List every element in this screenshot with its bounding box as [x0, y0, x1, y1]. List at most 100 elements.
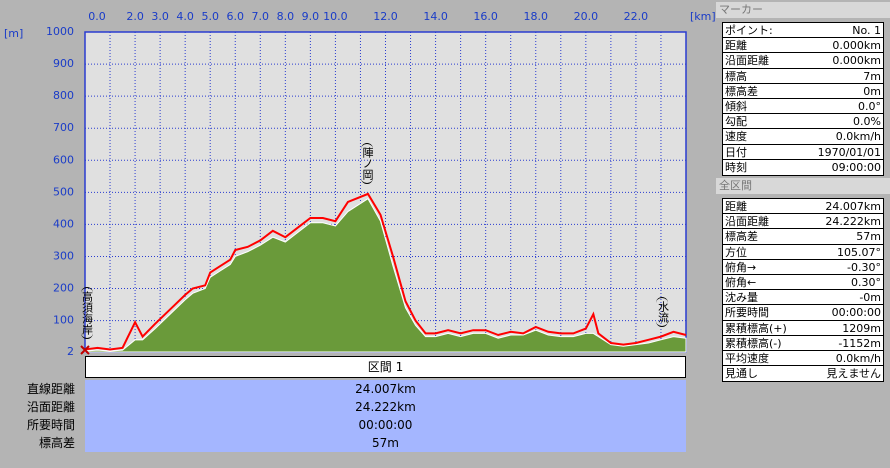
y-tick-label: 800 — [53, 89, 74, 102]
x-tick-label: 18.0 — [524, 10, 549, 23]
row-value: 7m — [863, 69, 881, 83]
row-label: 累積標高(-) — [725, 336, 782, 350]
section-rows — [85, 380, 686, 452]
section-label: 直線距離 — [26, 382, 75, 396]
row-value: 24.007km — [825, 200, 881, 213]
section-label: 所要時間 — [26, 418, 75, 432]
table-row: 俯角→ -0.30° — [723, 260, 883, 275]
x-tick-label: 14.0 — [423, 10, 448, 23]
table-row: 沿面距離 0.000km — [723, 53, 883, 69]
row-label: 日付 — [725, 145, 747, 159]
start-marker — [80, 345, 90, 355]
y-tick-label: 100 — [53, 314, 74, 327]
y-tick-label: 600 — [53, 153, 74, 166]
table-row: ポイント: No. 1 — [723, 23, 883, 39]
row-value: 0.30° — [851, 275, 881, 289]
row-value: 0.000km — [832, 39, 881, 53]
row-value: 09:00:00 — [831, 160, 881, 174]
row-label: 距離 — [725, 200, 747, 213]
table-row: 沈み量 -0m — [723, 290, 883, 306]
table-row: 俯角← 0.30° — [723, 275, 883, 291]
row-value: 0m — [863, 84, 881, 98]
y-tick-label: 500 — [53, 185, 74, 198]
row-value: 0.0% — [853, 115, 881, 129]
total-table: 距離 24.007km 沿面距離 24.222km 標高差 57m 方位 105.07° 俯角→… — [722, 198, 884, 383]
row-label: 距離 — [725, 39, 747, 53]
table-row: 標高 7m — [723, 69, 883, 84]
row-label: ポイント: — [725, 24, 773, 37]
marker-title: マーカー — [716, 2, 890, 18]
section-label: 標高差 — [38, 436, 75, 450]
profile-line — [84, 192, 687, 351]
x-tick-label: 8.0 — [277, 10, 295, 23]
row-label: 平均速度 — [725, 351, 769, 365]
row-label: 沿面距離 — [725, 215, 769, 229]
y-tick-label: 900 — [53, 57, 74, 70]
row-value: 0.000km — [832, 54, 881, 68]
table-row: 平均速度 0.0km/h — [723, 351, 883, 367]
table-row: 方位 105.07° — [723, 245, 883, 260]
chart: [m] [km] 2 100 200 300 400 500 600 700 800 900 100… — [4, 10, 716, 358]
table-row: 距離 0.000km — [723, 38, 883, 54]
row-value: 57m — [856, 230, 881, 244]
x-tick-label: 7.0 — [252, 10, 270, 23]
row-value: No. 1 — [852, 24, 881, 37]
table-row: 標高差 57m — [723, 229, 883, 245]
section-header: 区間 1 — [85, 356, 686, 378]
table-row: 沿面距離 24.222km — [723, 214, 883, 230]
row-label: 速度 — [725, 130, 747, 144]
row-value: 105.07° — [837, 245, 881, 259]
y-tick-label: 400 — [53, 217, 74, 230]
table-row: 所要時間 00:00:00 — [723, 305, 883, 321]
row-label: 方位 — [725, 245, 747, 259]
y-tick-label: 700 — [53, 121, 74, 134]
table-row: 見通し 見えません — [723, 366, 883, 381]
x-tick-label: 4.0 — [176, 10, 194, 23]
x-tick-label: 0.0 — [88, 10, 106, 23]
row-value: 0.0km/h — [835, 351, 881, 365]
x-tick-label: 20.0 — [574, 10, 599, 23]
row-label: 見通し — [725, 367, 758, 381]
row-label: 時刻 — [725, 160, 747, 174]
row-label: 標高差 — [725, 230, 758, 244]
x-tick-label: 6.0 — [227, 10, 245, 23]
annotation: 陣ノ岡 — [360, 142, 374, 184]
row-label: 俯角← — [725, 275, 757, 289]
terrain-area — [84, 198, 687, 353]
y-axis-label: [m] — [4, 27, 23, 40]
table-row: 標高差 0m — [723, 84, 883, 99]
table-row: 累積標高(+) 1209m — [723, 321, 883, 336]
row-value: 0.0km/h — [835, 130, 881, 144]
x-tick-label: 2.0 — [126, 10, 144, 23]
row-value: 見えません — [826, 367, 881, 381]
y-tick-label: 200 — [53, 282, 74, 295]
row-value: -1152m — [838, 336, 881, 350]
y-tick-label: 2 — [67, 345, 74, 358]
marks: 2 100 200 300 400 500 600 700 800 900 1000 0.0 2.0 3.… — [46, 10, 687, 358]
x-tick-label: 3.0 — [151, 10, 169, 23]
row-value: 24.222km — [825, 215, 881, 229]
row-value: 1970/01/01 — [817, 145, 881, 159]
section-value: 00:00:00 — [358, 418, 413, 432]
table-row: 勾配 0.0% — [723, 114, 883, 130]
table-row: 時刻 09:00:00 — [723, 160, 883, 175]
row-value: 0.0° — [858, 99, 881, 113]
table-row: 速度 0.0km/h — [723, 129, 883, 145]
row-label: 標高差 — [725, 84, 758, 98]
section-value: 57m — [372, 436, 399, 450]
row-label: 勾配 — [725, 115, 747, 129]
section-label: 沿面距離 — [26, 400, 75, 414]
row-label: 所要時間 — [725, 306, 769, 320]
row-value: -0m — [859, 291, 881, 305]
x-tick-label: 16.0 — [473, 10, 498, 23]
section-value: 24.007km — [355, 382, 416, 396]
row-label: 累積標高(+) — [725, 321, 787, 335]
table-row: 日付 1970/01/01 — [723, 145, 883, 160]
table-row: 距離 24.007km — [723, 199, 883, 215]
x-tick-label: 9.0 — [302, 10, 320, 23]
row-value: 1209m — [842, 321, 881, 335]
x-tick-label: 5.0 — [201, 10, 219, 23]
table-row: 累積標高(-) -1152m — [723, 336, 883, 351]
row-label: 標高 — [725, 69, 747, 83]
